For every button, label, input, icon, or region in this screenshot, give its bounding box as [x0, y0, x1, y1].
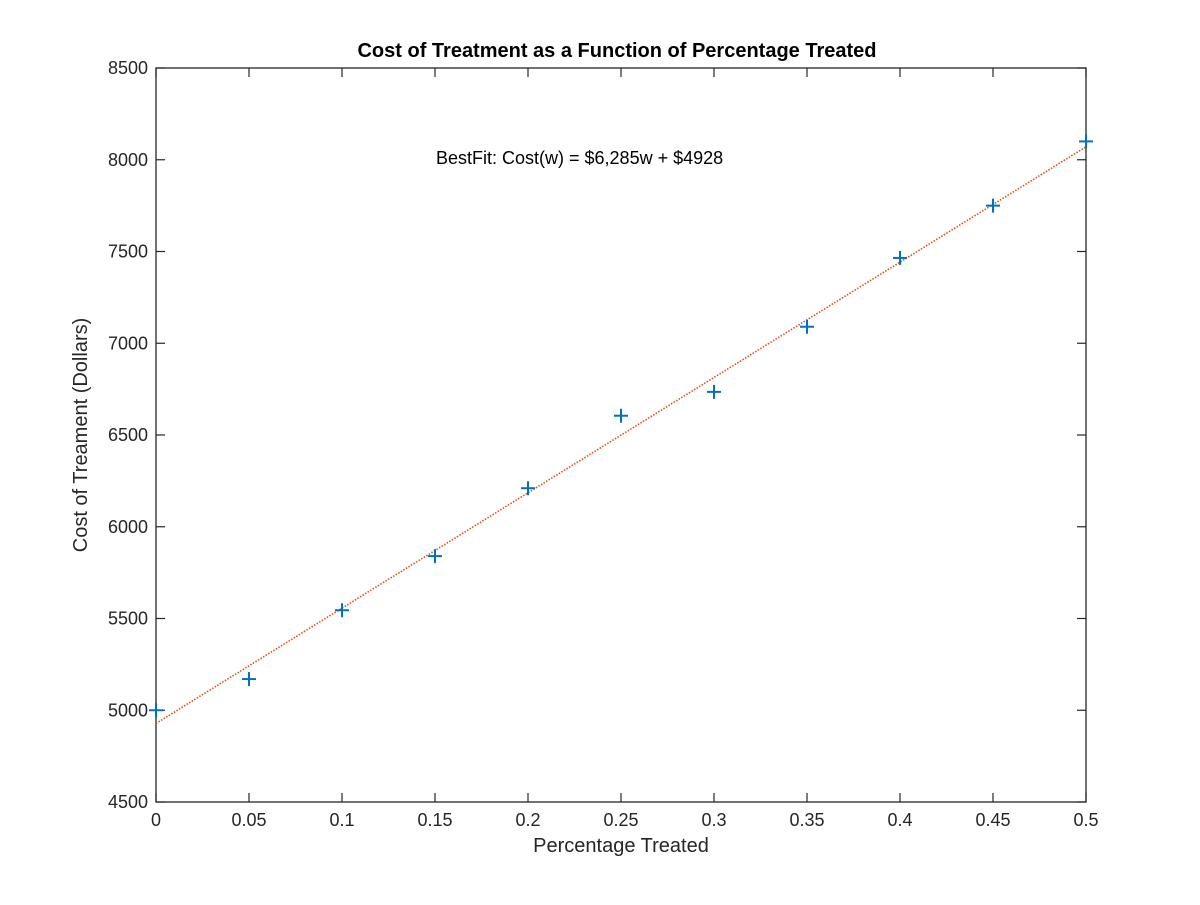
- y-tick-label: 7000: [108, 333, 148, 353]
- data-point-marker: [800, 319, 814, 334]
- y-tick-label: 4500: [108, 792, 148, 812]
- y-tick-label: 8500: [108, 58, 148, 78]
- y-axis-label: Cost of Treament (Dollars): [70, 318, 92, 553]
- x-axis: 0 0.05 0.1 0.15 0.2 0.25 0.3 0.35 0.4 0.45 0.5: [151, 68, 1099, 830]
- data-point-marker: [893, 250, 907, 265]
- x-tick-label: 0.3: [701, 810, 726, 830]
- x-tick-label: 0.05: [231, 810, 266, 830]
- x-tick-label: 0.15: [417, 810, 452, 830]
- data-points: [149, 134, 1093, 718]
- x-tick-label: 0.4: [887, 810, 912, 830]
- y-axis: 4500 5000 5500 6000 6500 7000 7500 8000 8500: [108, 58, 1086, 812]
- data-point-marker: [707, 384, 721, 399]
- y-tick-label: 5000: [108, 700, 148, 720]
- x-tick-label: 0.25: [603, 810, 638, 830]
- data-point-marker: [428, 549, 442, 564]
- chart-title: Cost of Treatment as a Function of Perce…: [357, 40, 876, 62]
- data-point-marker: [242, 672, 256, 687]
- x-axis-label: Percentage Treated: [533, 835, 709, 857]
- data-point-marker: [1079, 134, 1093, 149]
- x-tick-label: 0: [151, 810, 161, 830]
- y-tick-label: 6500: [108, 425, 148, 445]
- data-point-marker: [149, 703, 163, 718]
- best-fit-line: [155, 146, 1087, 725]
- data-point-marker: [335, 603, 349, 618]
- x-tick-label: 0.5: [1073, 810, 1098, 830]
- data-point-marker: [614, 408, 628, 423]
- data-point-marker: [521, 481, 535, 496]
- data-point-marker: [986, 198, 1000, 213]
- x-tick-label: 0.45: [975, 810, 1010, 830]
- y-tick-label: 6000: [108, 517, 148, 537]
- y-tick-label: 8000: [108, 150, 148, 170]
- best-fit-annotation: BestFit: Cost(w) = $6,285w + $4928: [436, 148, 723, 168]
- y-tick-label: 7500: [108, 242, 148, 262]
- x-tick-label: 0.35: [789, 810, 824, 830]
- x-tick-label: 0.2: [515, 810, 540, 830]
- x-tick-label: 0.1: [329, 810, 354, 830]
- y-tick-label: 5500: [108, 609, 148, 629]
